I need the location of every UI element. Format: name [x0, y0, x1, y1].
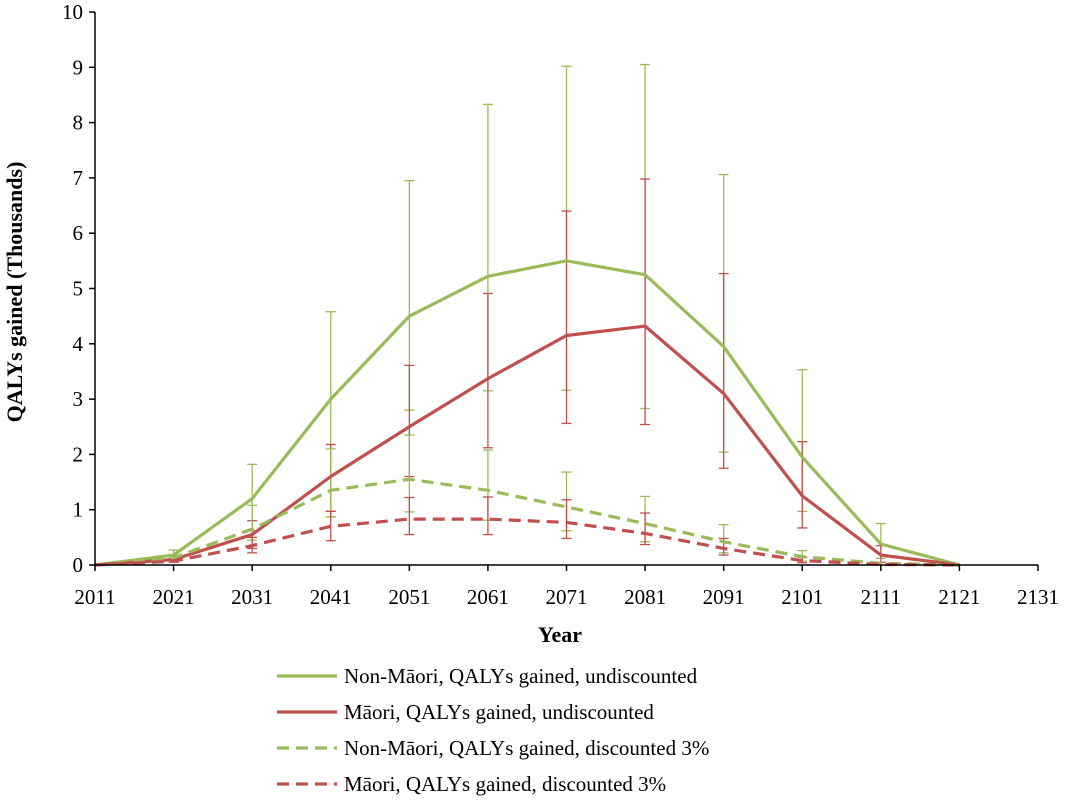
error-bar: [718, 272, 729, 469]
legend-item: Māori, QALYs gained, discounted 3%: [277, 772, 666, 796]
error-bar: [482, 292, 493, 449]
y-tick-label: 5: [73, 277, 84, 301]
y-axis-title: QALYs gained (Thousands): [2, 162, 27, 423]
legend-label: Māori, QALYs gained, undiscounted: [344, 700, 654, 724]
error-bar: [640, 178, 651, 426]
x-tick-label: 2011: [74, 585, 115, 609]
error-bar: [561, 499, 572, 540]
y-tick-label: 4: [73, 332, 84, 356]
x-tick-label: 2071: [546, 585, 588, 609]
x-tick-label: 2051: [388, 585, 430, 609]
legend-label: Māori, QALYs gained, discounted 3%: [344, 772, 666, 796]
ticks: 0 1 2 3 4 5 6 7 8 9 10 2011 2021 2031 2041 2051 2061 2071…: [62, 0, 1059, 609]
error-bar: [561, 210, 572, 425]
x-axis-title: Year: [538, 622, 582, 647]
x-tick-label: 2021: [153, 585, 195, 609]
error-bar: [482, 496, 493, 536]
x-tick-label: 2061: [467, 585, 509, 609]
x-tick-label: 2131: [1017, 585, 1059, 609]
y-tick-label: 2: [73, 442, 84, 466]
series-lines: [94, 259, 960, 567]
x-tick-label: 2121: [938, 585, 980, 609]
y-tick-label: 9: [73, 55, 84, 79]
y-tick-label: 1: [73, 498, 84, 522]
x-tick-label: 2081: [624, 585, 666, 609]
y-tick-label: 3: [73, 387, 84, 411]
error-bar: [325, 448, 336, 518]
y-tick-label: 0: [73, 553, 84, 577]
legend-item: Māori, QALYs gained, undiscounted: [277, 700, 654, 724]
x-tick-label: 2031: [231, 585, 273, 609]
error-bar: [640, 512, 651, 546]
error-bar: [404, 496, 415, 536]
y-tick-label: 7: [73, 166, 84, 190]
x-tick-label: 2111: [861, 585, 901, 609]
x-tick-label: 2101: [781, 585, 823, 609]
series-line: [94, 324, 960, 567]
legend: Non-Māori, QALYs gained, undiscounted Māo…: [277, 664, 709, 796]
series-line: [94, 517, 960, 567]
legend-label: Non-Māori, QALYs gained, undiscounted: [344, 664, 698, 688]
y-tick-label: 10: [62, 0, 83, 24]
x-tick-label: 2091: [703, 585, 745, 609]
error-bars: [168, 63, 886, 564]
series-line: [94, 477, 960, 567]
legend-item: Non-Māori, QALYs gained, undiscounted: [277, 664, 698, 688]
y-tick-label: 8: [73, 111, 84, 135]
series-line: [94, 259, 960, 567]
legend-label: Non-Māori, QALYs gained, discounted 3%: [344, 736, 709, 760]
x-tick-label: 2041: [310, 585, 352, 609]
legend-item: Non-Māori, QALYs gained, discounted 3%: [277, 736, 709, 760]
y-tick-label: 6: [73, 221, 84, 245]
